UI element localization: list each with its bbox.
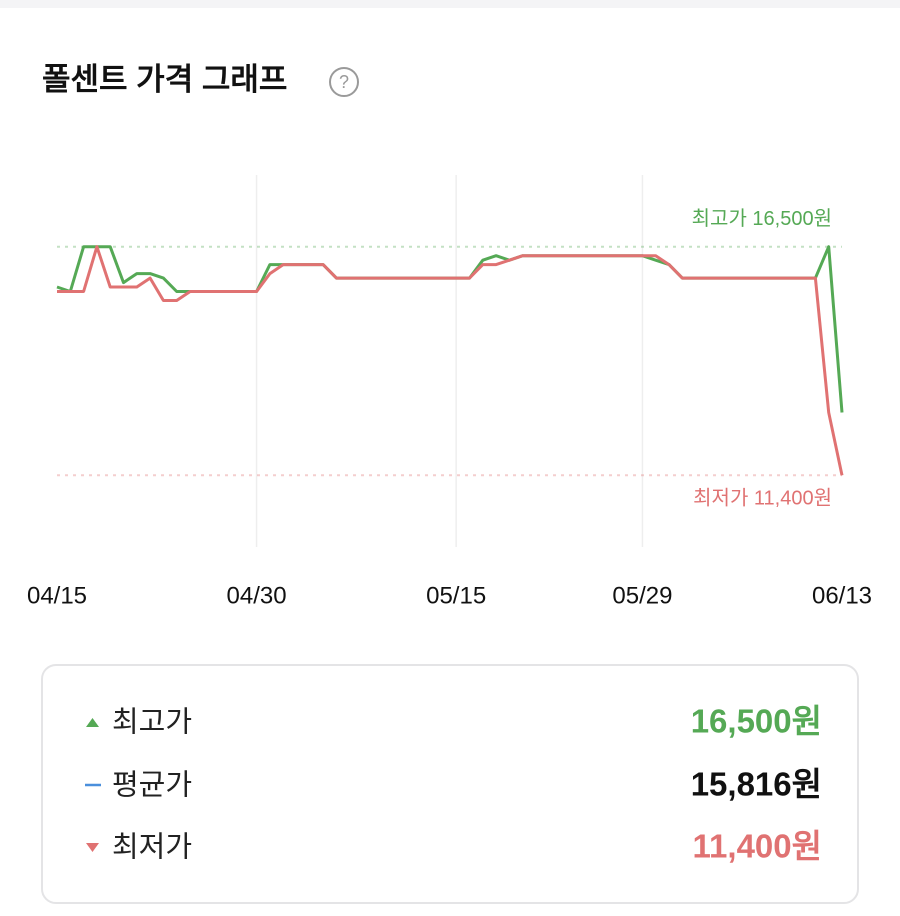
summary-value: 15,816원 [691,766,822,803]
series-line [57,245,844,476]
help-icon[interactable] [329,67,359,97]
reference-label: 최저가 11,400원 [693,487,832,510]
summary-card [41,664,859,904]
x-tick-label: 04/15 [27,582,87,609]
x-tick-label: 06/13 [812,582,872,609]
summary-label: 평균가 [112,770,192,802]
marker-down [86,843,99,852]
reference-label: 최고가 16,500원 [692,207,832,230]
x-tick-label: 04/30 [227,582,287,609]
summary-value: 11,400원 [693,828,822,865]
series-line [56,245,844,413]
x-tick-label: 05/29 [612,582,672,609]
summary-label: 최고가 [112,707,192,739]
marker-up [86,718,99,727]
top-strip [0,0,900,8]
summary-value: 16,500원 [691,703,822,740]
x-tick-label: 05/15 [426,582,486,609]
title: 폴센트 가격 그래프 [42,62,287,97]
help-icon-text[interactable]: ? [339,72,349,92]
summary-label: 최저가 [112,832,192,864]
